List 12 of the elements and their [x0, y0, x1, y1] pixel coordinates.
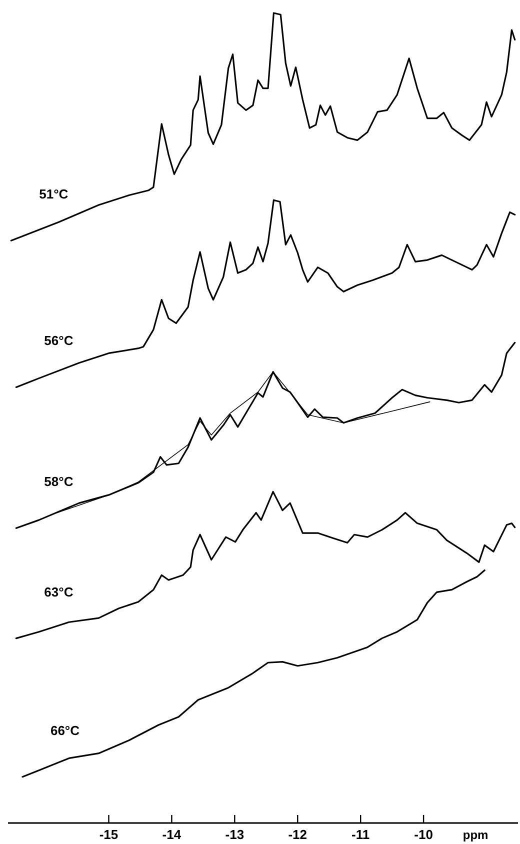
series-label: 51°C — [39, 186, 69, 202]
x-tick-label: -15 — [99, 827, 118, 842]
series-label: 56°C — [44, 333, 74, 348]
x-tick-label: -10 — [414, 827, 433, 842]
series-label: 66°C — [50, 722, 80, 738]
series-label: 58°C — [44, 474, 74, 490]
x-tick-label: -11 — [352, 827, 370, 842]
x-tick-label: -14 — [162, 827, 182, 842]
x-axis-title: ppm — [462, 828, 488, 842]
x-tick-label: -13 — [225, 827, 244, 842]
x-tick-label: -12 — [288, 827, 308, 842]
series-label: 63°C — [44, 584, 74, 600]
